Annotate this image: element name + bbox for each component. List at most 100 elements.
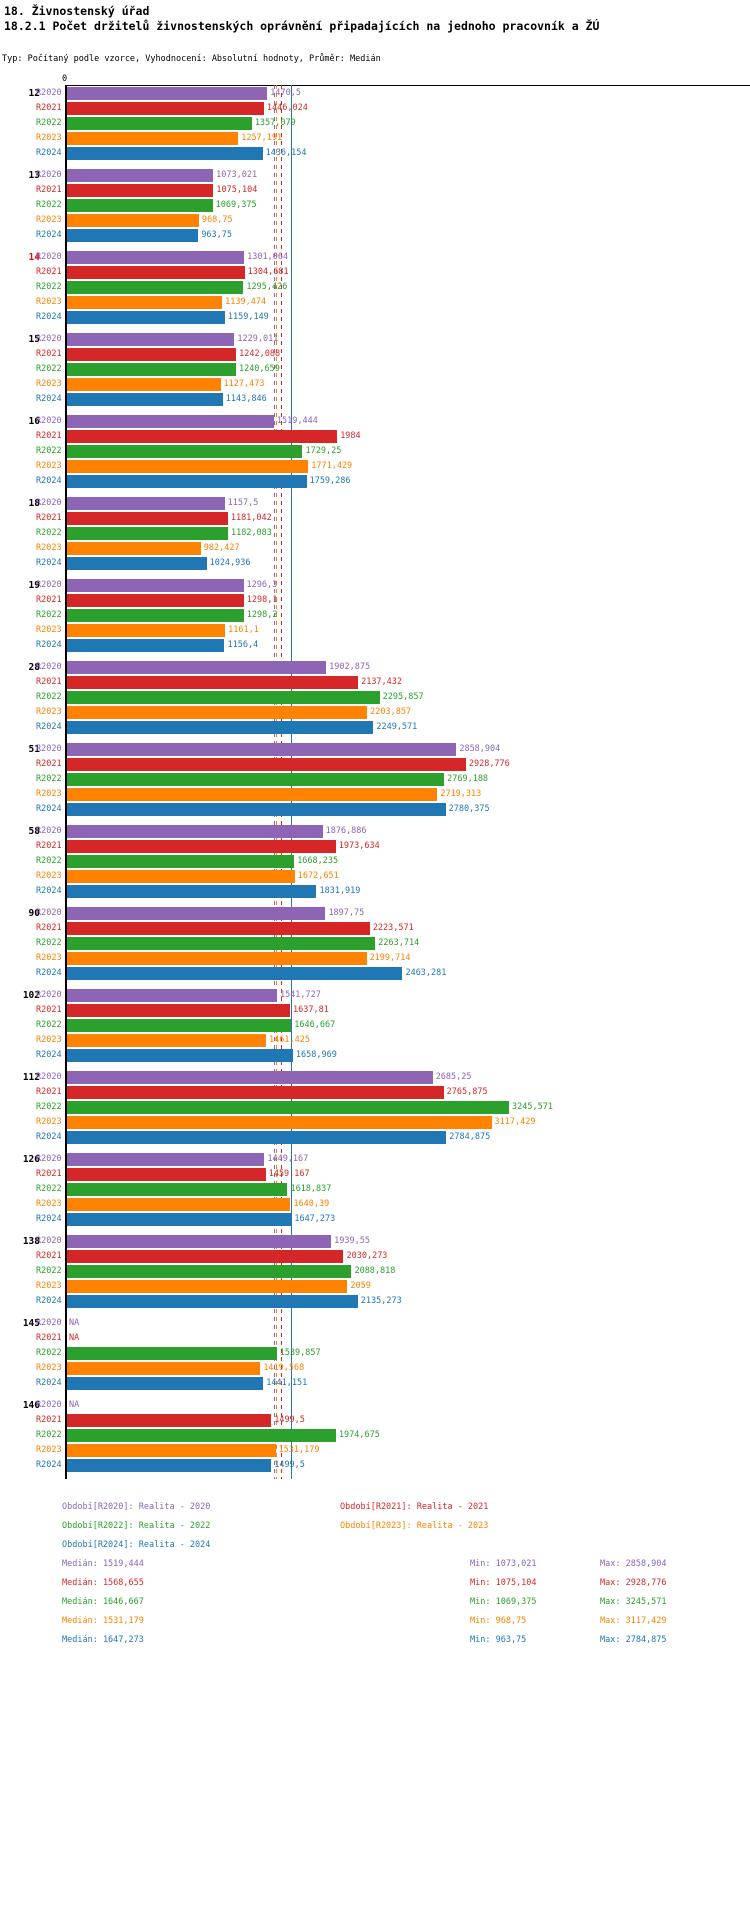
group-label: 146 (22, 1400, 40, 1411)
bar-row: R2023 2059 (0, 1279, 750, 1294)
group-label: 12 (28, 88, 40, 99)
series-label: R2020 (36, 170, 62, 180)
series-label: R2024 (36, 1296, 62, 1306)
bar-value-label: 1181,042 (230, 513, 272, 523)
bar (67, 1250, 344, 1263)
bar-row: R2024 963,75 (0, 228, 750, 243)
bar-value-label: 1139,474 (225, 297, 267, 307)
bar-row: R2023 982,427 (0, 541, 750, 556)
bar-row: R2024 1436,154 (0, 146, 750, 161)
bar-value-label: 1069,375 (215, 200, 257, 210)
series-label: R2023 (36, 707, 62, 717)
series-label: R2020 (36, 580, 62, 590)
series-label: R2024 (36, 640, 62, 650)
bar-value-label: 1539,857 (279, 1348, 321, 1358)
bar-row: R2024 2135,273 (0, 1294, 750, 1309)
bar-row: R2020 1157,5 (0, 496, 750, 511)
bar-value-label: 1876,886 (325, 826, 367, 836)
bar-value-label: 1159,149 (227, 312, 269, 322)
bar (67, 445, 303, 458)
bar-row: R2021 1075,104 (0, 183, 750, 198)
bar-value-label: 1519,444 (276, 416, 318, 426)
bar-row: R2022 2769,188 (0, 772, 750, 787)
bar-row: R2022 1182,083 (0, 526, 750, 541)
bar (67, 743, 457, 756)
bar (67, 1295, 358, 1308)
bar-value-label: 1640,39 (293, 1199, 330, 1209)
bar-row: R2023 1461,425 (0, 1033, 750, 1048)
bar-value-label: 1357,079 (254, 118, 296, 128)
bar-group: 13 R2020 1073,021 R2021 1075,104 R2022 1069,37… (0, 168, 750, 243)
bar (67, 348, 237, 361)
bar-value-label: 1257,191 (241, 133, 283, 143)
bar (67, 624, 226, 637)
bar-group: 90 R2020 1897,75 R2021 2223,571 R2022 2263,714… (0, 906, 750, 981)
group-label: 51 (28, 744, 40, 755)
group-label: 102 (22, 990, 40, 1001)
series-label: R2023 (36, 1445, 62, 1455)
bar-value-label: 1296,3 (246, 580, 278, 590)
legend-entry: Období[R2024]: Realita - 2024 (62, 1540, 211, 1550)
bar (67, 758, 466, 771)
bar-value-label: 1182,083 (230, 528, 272, 538)
series-label: R2023 (36, 379, 62, 389)
legend-min-value: Min: 1075,104 (470, 1578, 537, 1588)
bar-value-label: 1672,651 (297, 871, 339, 881)
series-label: R2022 (36, 1184, 62, 1194)
bar-row: R2021 2030,273 (0, 1249, 750, 1264)
bar-value-label: 2249,571 (376, 722, 418, 732)
bar-value-label: 2030,273 (346, 1251, 388, 1261)
bar-value-label: 1897,75 (328, 908, 365, 918)
bar (67, 1034, 267, 1047)
bar (67, 1153, 265, 1166)
bar (67, 169, 214, 182)
bar-value-label: 1436,154 (265, 148, 307, 158)
bar-value-label: 2765,875 (446, 1087, 488, 1097)
bar-value-label: 1446,024 (266, 103, 308, 113)
group-label: 28 (28, 662, 40, 673)
bar-row: R2021 1298,1 (0, 593, 750, 608)
series-label: R2022 (36, 692, 62, 702)
bar (67, 393, 223, 406)
bar-value-label: 2685,25 (435, 1072, 472, 1082)
bar (67, 661, 327, 674)
series-label: R2022 (36, 938, 62, 948)
series-label: R2020 (36, 1154, 62, 1164)
bar-row: R2020 2685,25 (0, 1070, 750, 1085)
bar-row: R2023 1531,179 (0, 1443, 750, 1458)
series-label: R2023 (36, 953, 62, 963)
bar (67, 989, 277, 1002)
bar (67, 1101, 509, 1114)
legend-entry: Období[R2023]: Realita - 2023 (340, 1521, 489, 1531)
series-label: R2021 (36, 1415, 62, 1425)
legend-stats-row: Medián: 1647,273 Min: 963,75 Max: 2784,875 (0, 1635, 750, 1654)
bar-row: R2021 2137,432 (0, 675, 750, 690)
series-label: R2022 (36, 1020, 62, 1030)
series-label: R2023 (36, 1199, 62, 1209)
legend-median-value: Medián: 1568,655 (62, 1578, 144, 1588)
bar-value-label: 1449,167 (267, 1154, 309, 1164)
group-label: 58 (28, 826, 40, 837)
series-label: R2022 (36, 610, 62, 620)
series-label: R2022 (36, 1348, 62, 1358)
group-label: 18 (28, 498, 40, 509)
series-label: R2023 (36, 297, 62, 307)
series-label: R2021 (36, 923, 62, 933)
bar-row: R2022 1618,837 (0, 1182, 750, 1197)
bar-value-label: 1127,473 (223, 379, 265, 389)
bar (67, 1265, 352, 1278)
series-label: R2022 (36, 200, 62, 210)
series-label: R2023 (36, 215, 62, 225)
bar-value-label: 1229,011 (237, 334, 279, 344)
bar-row: R2024 2784,875 (0, 1130, 750, 1145)
bar-value-label: 1541,727 (279, 990, 321, 1000)
bar-value-label: 1298,2 (246, 610, 278, 620)
bar (67, 1049, 293, 1062)
bar (67, 266, 245, 279)
series-label: R2023 (36, 461, 62, 471)
bar-group: 14 R2020 1301,064 R2021 1304,681 R2022 1295,42… (0, 250, 750, 325)
bar (67, 1086, 444, 1099)
series-label: R2021 (36, 841, 62, 851)
bar-row: R2024 1647,273 (0, 1212, 750, 1227)
bar-value-label: 1499,5 (274, 1460, 305, 1470)
